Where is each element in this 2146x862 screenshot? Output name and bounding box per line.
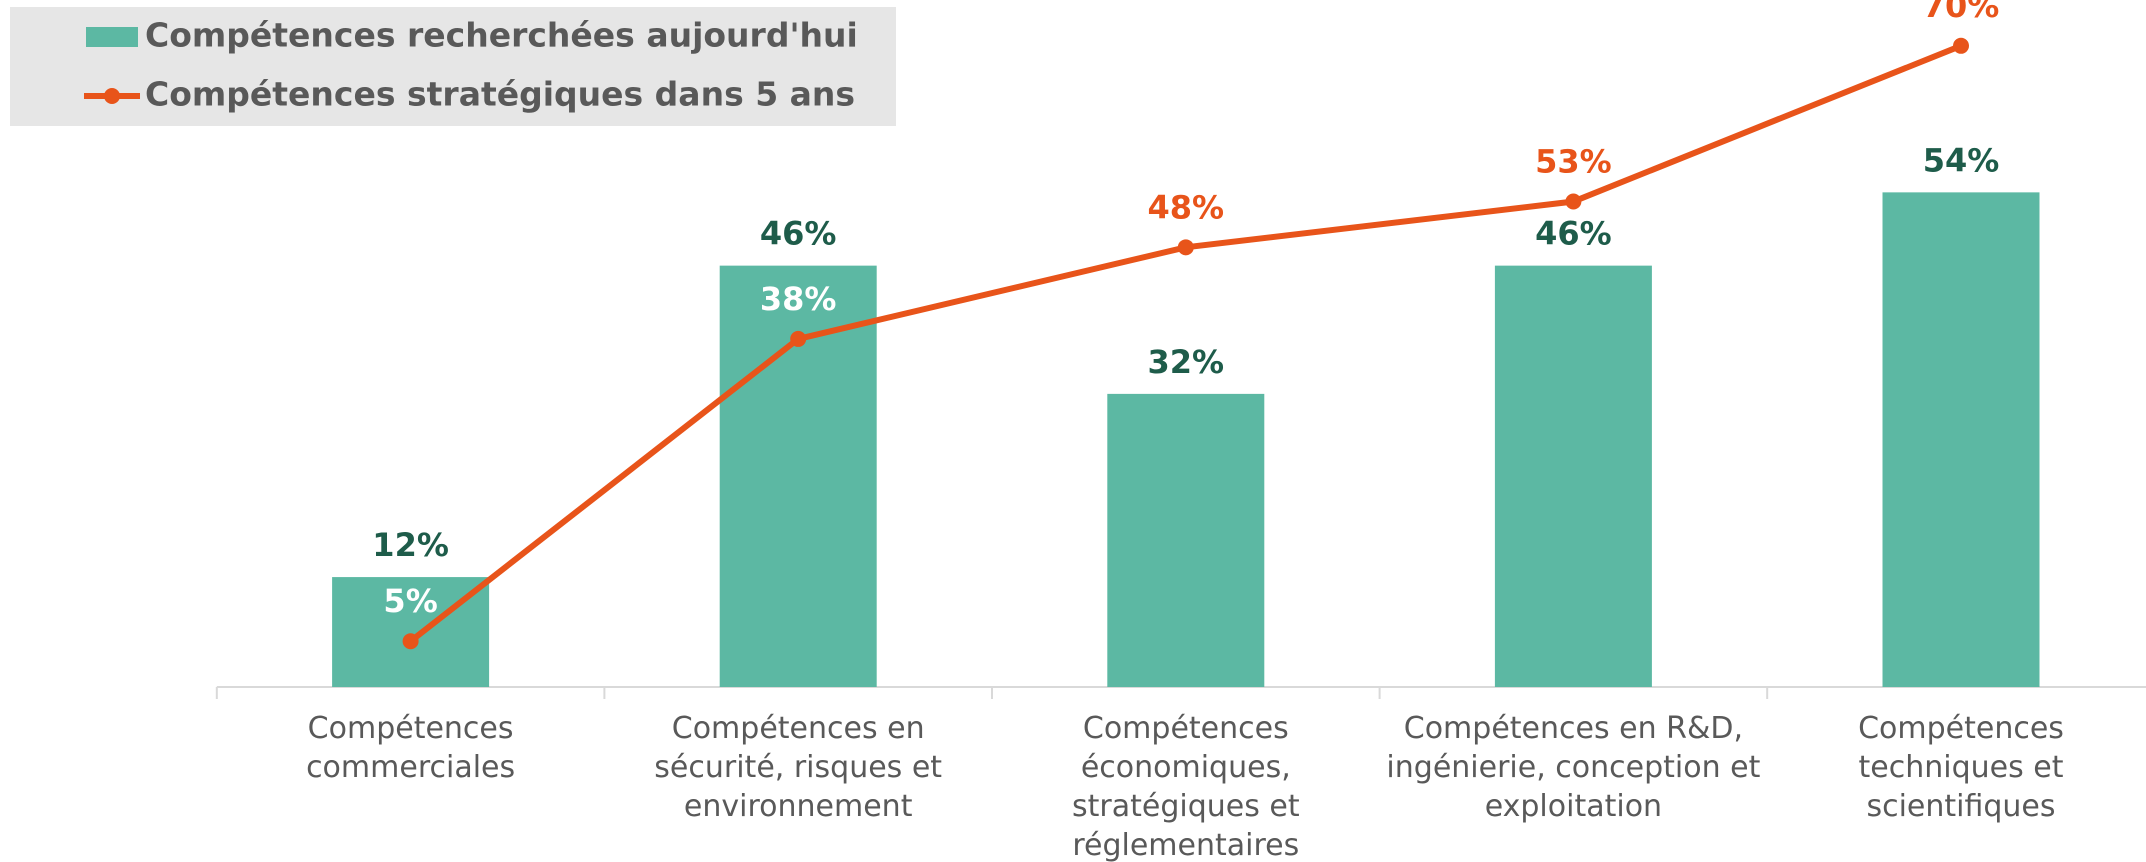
bar-value-label: 46%	[760, 215, 837, 253]
line-value-label: 53%	[1535, 143, 1612, 181]
line-marker	[1565, 193, 1582, 210]
x-tick-label: Compétences économiques, stratégiques et…	[1071, 711, 1300, 862]
bar	[1882, 192, 2040, 688]
x-tick-label: Compétences commerciales	[306, 711, 516, 785]
bar	[1107, 393, 1265, 687]
line-value-label: 48%	[1148, 188, 1225, 226]
bar-value-label: 46%	[1535, 215, 1612, 253]
line-value-label: 38%	[760, 280, 837, 318]
bar	[1494, 265, 1652, 687]
line-value-label: 70%	[1923, 0, 2000, 25]
x-tick-label: Compétences en sécurité, risques et envi…	[654, 711, 943, 824]
bar-value-label: 54%	[1923, 141, 2000, 179]
line-value-label: 5%	[383, 582, 437, 620]
line-marker	[790, 330, 807, 347]
legend-box	[10, 7, 896, 126]
legend-label: Compétences recherchées aujourd'hui	[145, 16, 858, 55]
line-marker	[1177, 239, 1194, 256]
line-marker	[1953, 37, 1969, 54]
legend-label: Compétences stratégiques dans 5 ans	[145, 75, 855, 114]
x-tick-label: Compétences en R&D, ingénierie, concepti…	[1386, 711, 1761, 824]
line-marker	[402, 633, 419, 650]
bar-value-label: 32%	[1148, 343, 1225, 381]
bar-value-label: 12%	[372, 526, 449, 564]
bar	[332, 577, 490, 687]
legend-swatch	[86, 27, 138, 47]
legend-marker	[104, 88, 120, 104]
x-tick-label: Compétences techniques et scientifiques	[1858, 711, 2064, 824]
